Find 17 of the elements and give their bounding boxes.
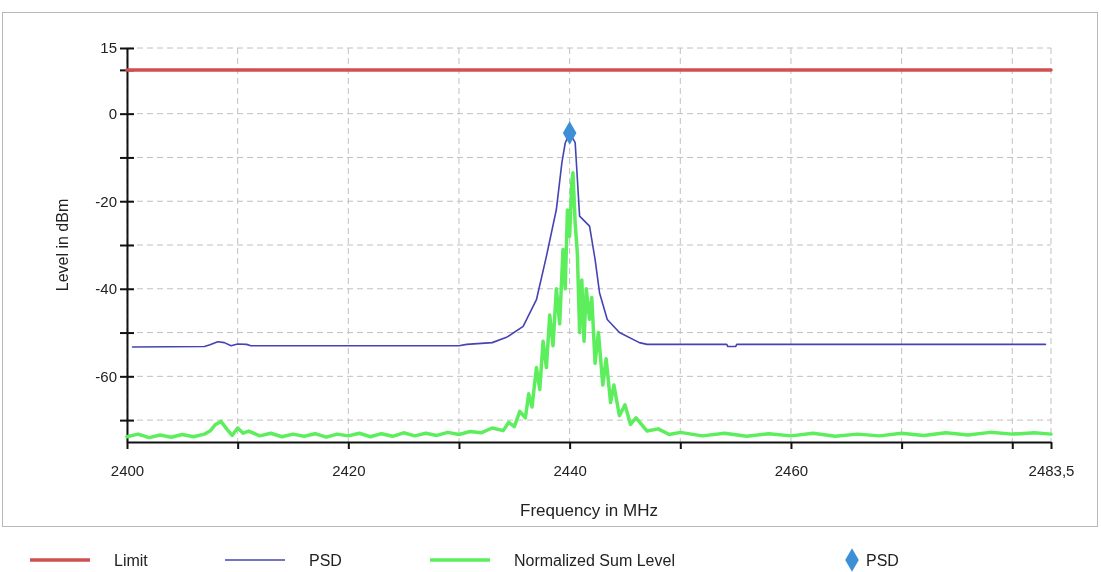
x-tick-label: 2440 <box>553 461 587 479</box>
legend-label: PSD <box>309 552 342 569</box>
x-tick-label: 2483,5 <box>1028 461 1075 479</box>
x-tick-label: 2400 <box>110 461 145 479</box>
x-tick-label: 2460 <box>774 461 809 479</box>
y-tick-label: -60 <box>95 367 117 385</box>
y-tick-label: 0 <box>108 104 117 122</box>
y-tick-label: 15 <box>100 39 117 57</box>
y-axis-title: Level in dBm <box>54 198 71 292</box>
y-tick-label: -20 <box>95 192 117 210</box>
legend-label: Normalized Sum Level <box>514 552 675 569</box>
legend-label: Limit <box>114 552 149 569</box>
legend-label: PSD <box>866 552 899 569</box>
line-series <box>125 171 1053 440</box>
x-axis-title: Frequency in MHz <box>520 501 658 520</box>
x-tick-label: 2420 <box>332 461 366 479</box>
y-tick-label: -40 <box>95 280 117 298</box>
